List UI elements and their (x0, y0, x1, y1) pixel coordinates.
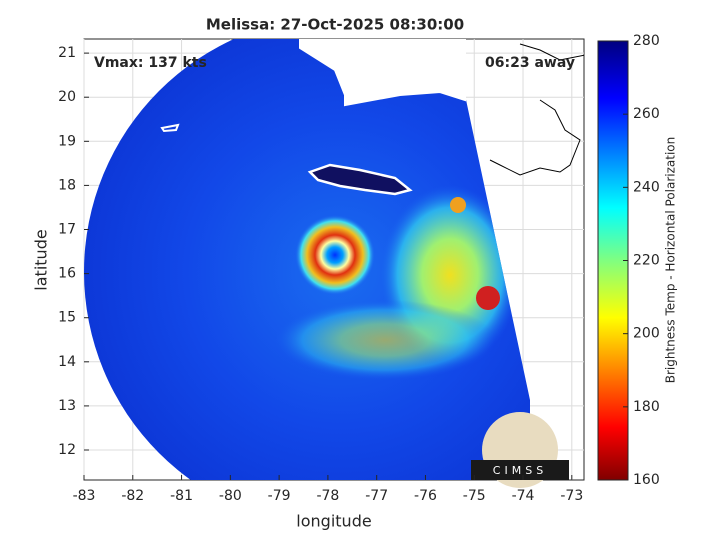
y-tick-label: 15 (58, 310, 76, 326)
logo: CIMSS (471, 412, 569, 488)
y-tick-label: 17 (58, 222, 76, 238)
x-tick-label: -76 (414, 488, 437, 504)
x-tick-label: -80 (219, 488, 242, 504)
y-tick-label: 20 (58, 89, 76, 105)
colorbar-tick-label: 180 (633, 399, 660, 415)
annotation: 06:23 away (485, 55, 575, 71)
x-axis-label: longitude (296, 512, 371, 531)
colorbar-tick-label: 260 (633, 106, 660, 122)
colorbar-tick-label: 220 (633, 253, 660, 269)
chart-title: Melissa: 27-Oct-2025 08:30:00 (206, 16, 464, 34)
colorbar-tick-label: 240 (633, 179, 660, 195)
x-tick-label: -78 (316, 488, 339, 504)
x-tick-label: -73 (560, 488, 583, 504)
y-axis-label: latitude (32, 229, 51, 290)
colorbar-tick-label: 200 (633, 326, 660, 342)
y-tick-label: 21 (58, 45, 76, 61)
x-tick-label: -74 (512, 488, 535, 504)
logo-text: CIMSS (493, 464, 547, 477)
swath (84, 39, 584, 480)
x-tick-label: -79 (268, 488, 291, 504)
y-tick-label: 12 (58, 442, 76, 458)
annotation: Vmax: 137 kts (94, 55, 207, 71)
x-tick-label: -81 (170, 488, 193, 504)
x-tick-label: -77 (365, 488, 388, 504)
colorbar-tick-label: 280 (633, 33, 660, 49)
y-tick-label: 14 (58, 354, 76, 370)
colorbar-tick-label: 160 (633, 472, 660, 488)
x-tick-label: -83 (73, 488, 96, 504)
y-tick-label: 18 (58, 177, 76, 193)
y-tick-label: 19 (58, 133, 76, 149)
x-tick-label: -75 (463, 488, 486, 504)
y-tick-label: 13 (58, 398, 76, 414)
y-tick-label: 16 (58, 266, 76, 282)
x-tick-label: -82 (121, 488, 144, 504)
colorbar-label: Brightness Temp - Horizontal Polarizatio… (664, 137, 678, 384)
